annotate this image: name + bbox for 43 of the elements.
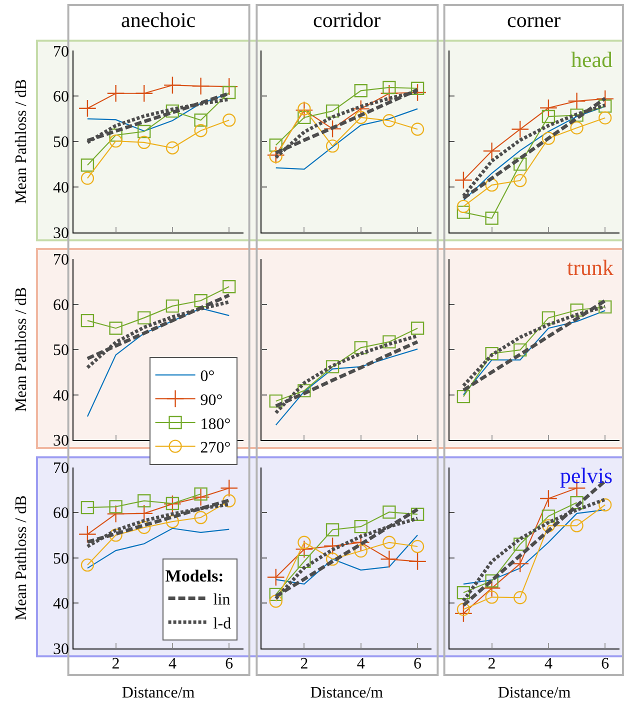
y-tick-label: 70 <box>53 460 69 477</box>
y-tick-label: 60 <box>53 296 69 314</box>
y-tick-label: 40 <box>53 180 69 196</box>
y-tick-label: 50 <box>53 134 69 152</box>
legend-label: 90° <box>200 392 223 409</box>
x-tick-label: 6 <box>414 656 422 673</box>
legend-label: l-d <box>213 615 232 632</box>
legend-label: 0° <box>200 368 215 386</box>
y-tick-label: 50 <box>53 342 69 360</box>
y-tick-label: 50 <box>53 550 69 568</box>
chart-title: corner <box>507 8 561 32</box>
y-tick-label: 70 <box>53 43 69 60</box>
legend-label: 270° <box>200 440 231 457</box>
x-tick-label: 4 <box>544 656 552 673</box>
annotation: pelvis <box>560 463 613 488</box>
y-tick-label: 60 <box>53 505 69 522</box>
y-axis-title: Mean Pathloss / dB <box>12 495 30 620</box>
x-tick-label: 6 <box>601 656 610 673</box>
annotation: head <box>571 47 613 72</box>
x-axis-title: Distance/m <box>498 684 572 702</box>
annotation: trunk <box>567 255 614 280</box>
y-tick-label: 30 <box>53 224 69 242</box>
y-tick-label: 30 <box>53 432 69 450</box>
x-tick-label: 4 <box>356 656 365 673</box>
x-tick-label: 2 <box>300 656 308 673</box>
x-tick-label: 2 <box>112 656 120 673</box>
chart-title: corridor <box>313 8 381 32</box>
legend-title: Models: <box>165 566 224 586</box>
y-axis-title: Mean Pathloss / dB <box>12 287 30 412</box>
y-tick-label: 40 <box>53 596 69 613</box>
x-axis-title: Distance/m <box>310 684 384 702</box>
legend-label: lin <box>213 592 230 609</box>
y-tick-label: 70 <box>53 252 69 269</box>
x-tick-label: 6 <box>225 656 234 673</box>
x-axis-title: Distance/m <box>122 684 196 702</box>
y-tick-label: 60 <box>53 88 69 106</box>
x-tick-label: 4 <box>168 656 176 673</box>
x-tick-label: 2 <box>488 656 496 673</box>
legend-label: 180° <box>200 416 231 433</box>
y-tick-label: 40 <box>53 387 69 404</box>
y-axis-title: Mean Pathloss / dB <box>12 79 30 204</box>
chart-title: anechoic <box>121 8 196 32</box>
y-tick-label: 30 <box>53 640 69 658</box>
